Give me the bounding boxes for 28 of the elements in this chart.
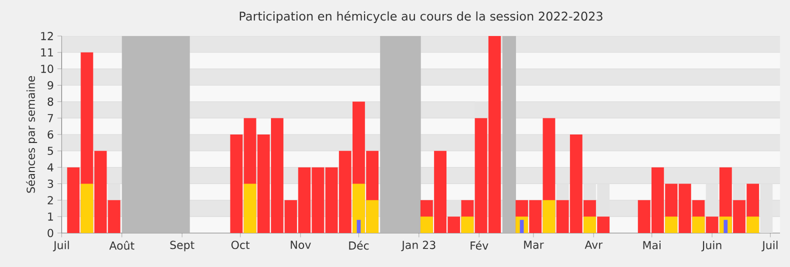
y-tick-label: 5 [48,146,53,156]
y-tick-label: 10 [41,64,54,73]
x-tick-label: Sept [170,240,194,252]
x-tick-label: Déc [349,240,369,250]
x-tick-label: Oct [231,240,250,250]
y-tick-label: 0 [48,228,54,238]
y-tick-label: 8 [48,98,54,106]
x-tick-label: Jan 23 [401,240,436,252]
x-tick-label: Mai [643,240,661,250]
y-tick-label: 6 [48,130,54,139]
x-tick-label: Juil [52,240,69,252]
x-tick-label: Fév [470,240,488,250]
x-tick-label: Juin [701,240,722,252]
y-tick-label: 7 [48,114,54,122]
y-tick-label: 3 [48,180,54,188]
y-axis-title: Séances par semaine [26,76,38,193]
y-tick-label: 2 [48,196,53,204]
x-tick-label: Mar [524,240,544,249]
y-tick-label: 11 [41,48,53,56]
x-tick-label: Juil [762,240,778,252]
x-tick-label: Avr [584,240,603,249]
y-tick-label: 9 [48,81,54,90]
x-tick-label: Nov [290,240,311,249]
y-tick-label: 1 [48,212,53,221]
y-tick-label: 12 [41,32,53,40]
x-tick-label: Août [109,240,134,250]
chart-title: Participation en hémicycle au cours de la session 2022-2023 [240,10,602,24]
y-tick-label: 4 [47,163,54,172]
